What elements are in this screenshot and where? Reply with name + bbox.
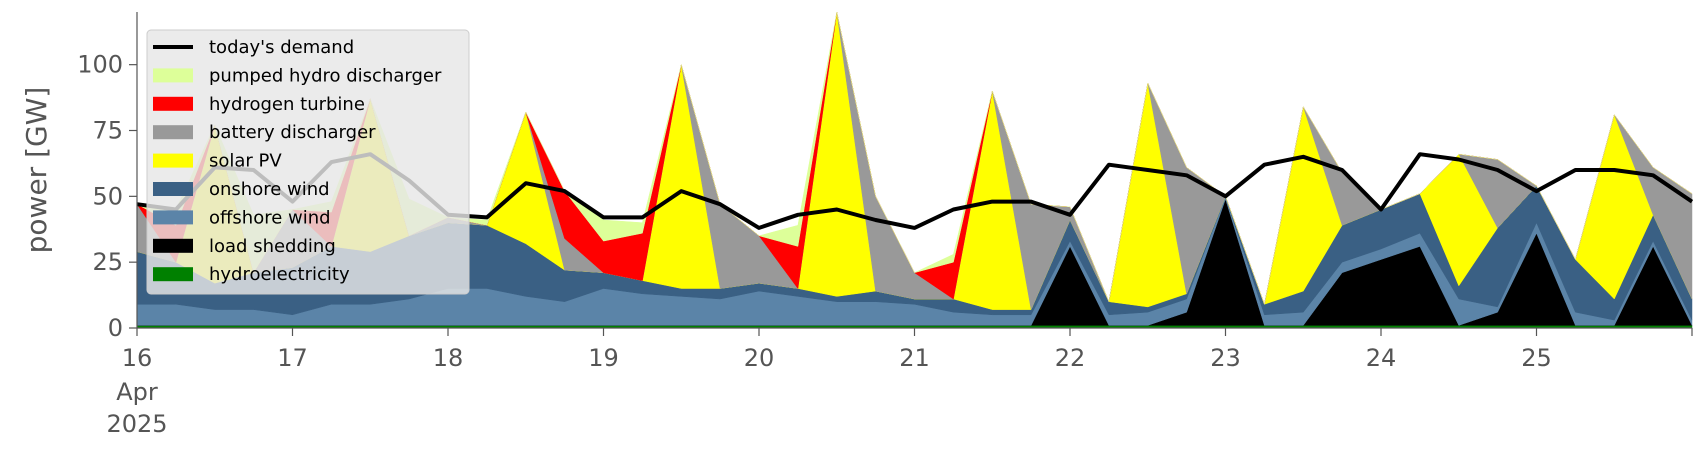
legend-label: hydrogen turbine [209, 94, 365, 115]
y-tick-label: 75 [92, 117, 123, 145]
x-tick-sublabel: 2025 [106, 410, 167, 438]
x-tick-label: 21 [899, 344, 930, 372]
x-tick-label: 20 [744, 344, 775, 372]
x-tick-label: 16 [122, 344, 153, 372]
legend-swatch [153, 182, 193, 196]
legend-swatch [153, 68, 193, 83]
legend-swatch [153, 153, 193, 168]
x-tick-label: 17 [277, 344, 308, 372]
legend-label: pumped hydro discharger [209, 65, 442, 86]
x-tick-label: 19 [588, 344, 619, 372]
legend-swatch [153, 125, 193, 140]
y-tick-label: 25 [92, 248, 123, 276]
legend-label: solar PV [209, 151, 282, 172]
x-tick-label: 24 [1366, 344, 1397, 372]
legend-swatch [153, 210, 193, 225]
legend-label: load shedding [209, 236, 336, 257]
legend-label: offshore wind [209, 207, 331, 228]
x-tick-label: 25 [1521, 344, 1552, 372]
y-tick-label: 50 [92, 182, 123, 210]
legend-label: today's demand [209, 37, 354, 58]
y-axis-title: power [GW] [20, 87, 53, 254]
x-tick-sublabel: Apr [116, 378, 158, 406]
y-tick-label: 0 [108, 314, 123, 342]
legend-swatch [153, 238, 193, 253]
legend-label: battery discharger [209, 122, 376, 143]
legend-swatch [153, 96, 193, 111]
legend-label: onshore wind [209, 179, 330, 200]
legend-swatch [153, 267, 193, 282]
x-tick-label: 18 [433, 344, 464, 372]
legend: today's demand pumped hydro discharger hyd… [146, 29, 470, 295]
area-pumped-hydro-discharger [136, 11, 1693, 306]
x-tick-label: 22 [1055, 344, 1086, 372]
axes: 0 25 50 75 100 16 Apr 2025 17 18 19 20 21 22 23 24 25 [77, 12, 1693, 438]
legend-label: hydroelectricity [209, 264, 350, 285]
legend-box [146, 29, 470, 295]
y-tick-label: 100 [77, 51, 123, 79]
x-tick-label: 23 [1210, 344, 1241, 372]
